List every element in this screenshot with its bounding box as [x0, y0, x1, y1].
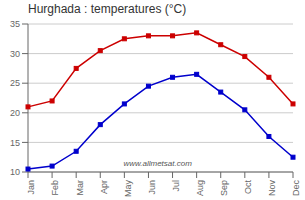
- svg-text:35: 35: [10, 19, 20, 29]
- svg-text:Feb: Feb: [50, 180, 60, 196]
- svg-text:Jan: Jan: [26, 180, 36, 195]
- svg-text:25: 25: [10, 78, 20, 88]
- svg-text:Dec: Dec: [291, 180, 297, 197]
- html-text:Hurghada : temperatures (°C): Hurghada : temperatures (°C): [28, 2, 187, 16]
- svg-text:30: 30: [10, 49, 20, 59]
- svg-text:Apr: Apr: [99, 180, 109, 194]
- svg-text:Jul: Jul: [171, 180, 181, 192]
- svg-text:Nov: Nov: [267, 180, 277, 197]
- svg-text:May: May: [123, 180, 133, 198]
- svg-text:10: 10: [10, 167, 20, 177]
- svg-text:Sep: Sep: [219, 180, 229, 196]
- svg-text:20: 20: [10, 108, 20, 118]
- html-text:www.allmetsat.com: www.allmetsat.com: [123, 159, 192, 168]
- svg-text:Jun: Jun: [147, 180, 157, 195]
- svg-text:15: 15: [10, 138, 20, 148]
- svg-text:Oct: Oct: [243, 180, 253, 195]
- svg-text:Mar: Mar: [75, 180, 85, 196]
- svg-text:Aug: Aug: [195, 180, 205, 196]
